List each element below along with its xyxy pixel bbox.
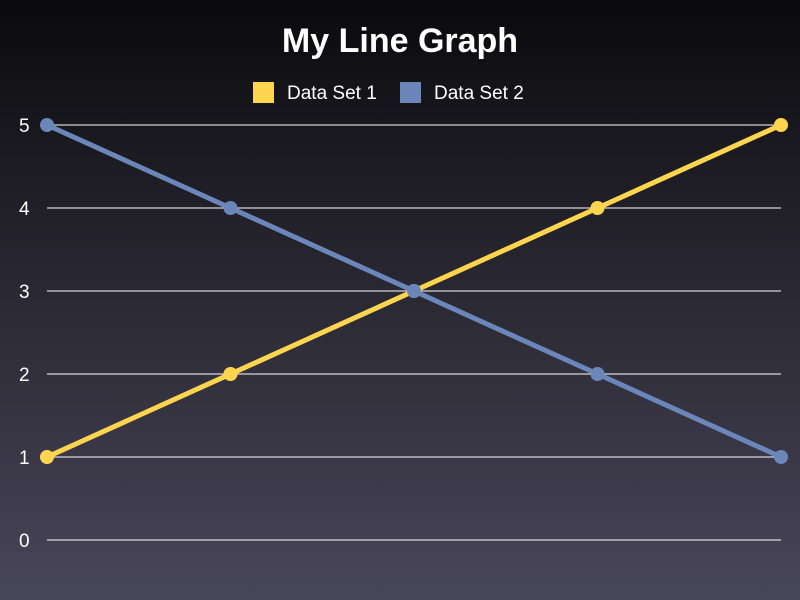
y-axis: 0 1 2 3 4 5: [19, 116, 30, 552]
data-point: [590, 201, 605, 215]
y-tick-label: 4: [19, 199, 30, 220]
legend-label: Data Set 2: [434, 83, 524, 104]
data-point: [774, 450, 788, 464]
y-tick-label: 3: [19, 282, 30, 303]
data-point: [407, 284, 421, 298]
y-tick-label: 1: [19, 448, 30, 469]
data-point: [223, 367, 238, 381]
data-point: [774, 118, 788, 132]
y-tick-label: 5: [19, 116, 30, 137]
series-2: [40, 118, 788, 464]
legend-swatch: [253, 82, 274, 103]
data-point: [590, 367, 605, 381]
y-tick-label: 0: [19, 531, 30, 552]
y-tick-label: 2: [19, 365, 30, 386]
chart-title: My Line Graph: [282, 22, 518, 60]
data-point: [223, 201, 238, 215]
legend-swatch: [400, 82, 421, 103]
data-point: [40, 118, 54, 132]
legend-item: Data Set 2: [400, 82, 524, 104]
data-point: [40, 450, 54, 464]
legend-item: Data Set 1: [253, 82, 377, 104]
grid: [47, 124, 781, 541]
series-layer: [40, 118, 788, 464]
legend: Data Set 1 Data Set 2: [253, 82, 524, 104]
legend-label: Data Set 1: [287, 83, 377, 104]
